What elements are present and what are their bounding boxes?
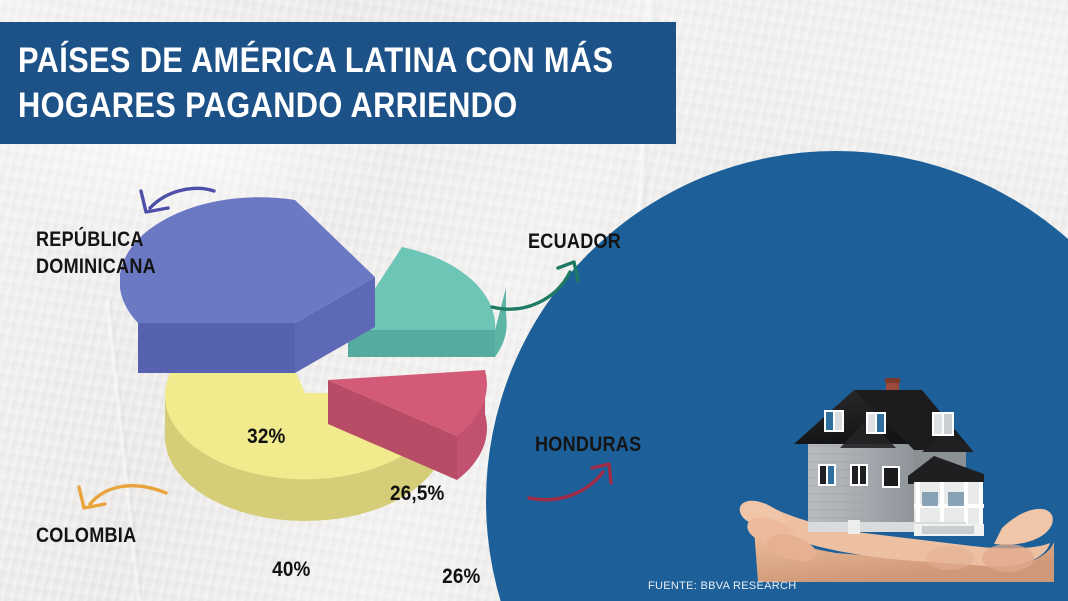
hand-shape xyxy=(739,500,1054,582)
label-republica-dominicana-line2: DOMINICANA xyxy=(36,255,156,278)
label-honduras: HONDURAS xyxy=(535,433,642,456)
label-ecuador: ECUADOR xyxy=(528,230,622,253)
page-title: PAÍSES DE AMÉRICA LATINA CON MÁS HOGARES… xyxy=(0,22,676,144)
title-line-1: PAÍSES DE AMÉRICA LATINA CON MÁS xyxy=(18,41,614,80)
label-colombia: COLOMBIA xyxy=(36,524,137,547)
pie-value-ecuador: 26,5% xyxy=(390,482,445,505)
windows xyxy=(818,410,954,488)
title-line-2: HOGARES PAGANDO ARRIENDO xyxy=(18,86,518,125)
porch-roof xyxy=(908,456,984,484)
pie-slice-republica-dominicana[interactable] xyxy=(120,197,375,373)
pie-chart-svg xyxy=(120,197,507,521)
label-republica-dominicana: REPÚBLICA DOMINICANA xyxy=(36,226,156,280)
model-house xyxy=(794,378,984,536)
pie-chart: 32% 26,5% 40% 26% xyxy=(120,175,570,588)
pie-value-republica-dominicana: 32% xyxy=(247,425,286,448)
pie-slice-honduras[interactable] xyxy=(328,370,487,480)
pie-value-honduras: 26% xyxy=(442,565,481,588)
source-caption: FUENTE: BBVA RESEARCH xyxy=(648,580,797,592)
pie-value-colombia: 40% xyxy=(272,558,311,581)
label-republica-dominicana-line1: REPÚBLICA xyxy=(36,228,144,251)
pie-slice-ecuador[interactable] xyxy=(348,247,507,357)
hand-holding-house-photo xyxy=(739,378,1054,582)
